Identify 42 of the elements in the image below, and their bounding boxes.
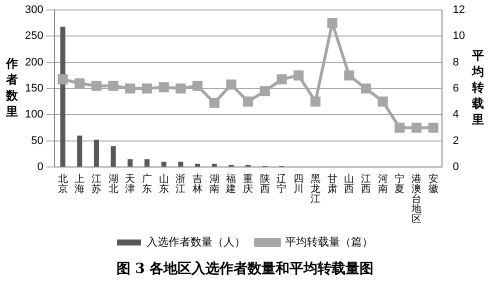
- x-tick-label: 辽宁: [276, 172, 287, 195]
- x-tick-label: 天津: [125, 174, 136, 195]
- x-tick-label: 四川: [294, 174, 304, 195]
- x-tick-label: 浙江: [176, 172, 186, 195]
- x-tick-label: 黑龙江: [310, 174, 320, 205]
- x-tick-label: 湖北: [108, 172, 118, 195]
- y2-tick-label: 4: [452, 108, 459, 121]
- y2-axis-title: 平均转载里: [471, 48, 484, 127]
- x-tick-label: 广东: [142, 172, 152, 195]
- legend-label: 入选作者数量（人）: [146, 236, 246, 249]
- x-tick-label: 安徽: [428, 172, 438, 195]
- y-tick-label: 100: [24, 108, 44, 121]
- y2-tick-label: 2: [452, 134, 459, 147]
- y-tick-label: 150: [24, 82, 44, 95]
- y2-tick-label: 0: [452, 161, 459, 174]
- y2-tick-label: 6: [452, 82, 459, 95]
- x-tick-label: 陕西: [260, 172, 270, 195]
- y-axis-title: 作者数里: [5, 56, 19, 119]
- y2-tick-label: 12: [452, 4, 466, 16]
- x-tick-label: 宁夏: [394, 172, 405, 195]
- x-tick-label: 河南: [378, 172, 388, 195]
- text: 图 3 各地区入选作者数量和平均转载量图: [115, 260, 375, 278]
- x-tick-label: 福建: [225, 172, 236, 195]
- x-tick-label: 甘肃: [327, 172, 338, 195]
- x-tick-label: 重庆: [243, 172, 254, 195]
- y2-tick-label: 10: [452, 30, 466, 42]
- x-tick-label: 江苏: [91, 172, 102, 195]
- x-tick-label: 上海: [74, 172, 85, 195]
- x-tick-label: 吉林: [192, 172, 203, 195]
- x-tick-label: 山西: [344, 172, 354, 195]
- y-tick-label: 50: [31, 134, 44, 147]
- x-tick-label: 港澳台地区: [410, 172, 422, 225]
- legend-label: 平均转载量（篇）: [285, 236, 373, 249]
- x-tick-label: 山东: [158, 172, 169, 195]
- y-tick-label: 0: [37, 161, 44, 174]
- x-tick-label: 湖南: [209, 172, 220, 195]
- y-tick-label: 250: [24, 30, 44, 42]
- y-tick-label: 300: [24, 4, 44, 16]
- y2-tick-label: 8: [452, 56, 459, 68]
- x-tick-label: 江西: [360, 172, 371, 195]
- x-tick-label: 北京: [58, 172, 68, 195]
- y-tick-label: 200: [24, 56, 44, 68]
